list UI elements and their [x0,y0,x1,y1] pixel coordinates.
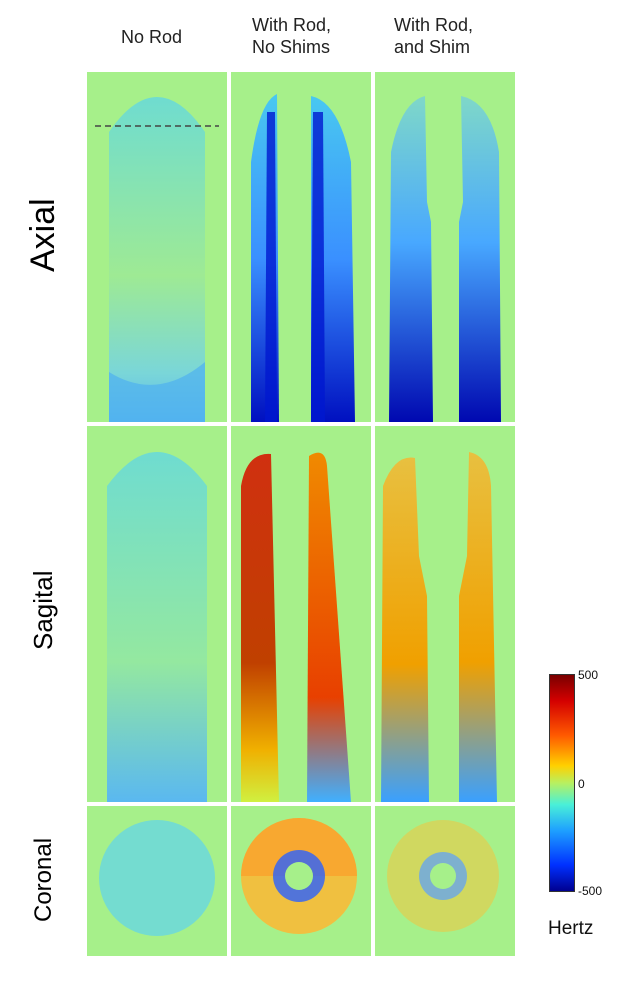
row-label-coronal: Coronal [30,837,57,922]
sagital-rod-no-shims-map [231,426,371,802]
coronal-rod-and-shim-map [375,806,515,956]
colorbar-max-label: 500 [578,668,599,682]
colorbar-zero-label: 0 [578,777,585,791]
coronal-no-rod-map [87,806,227,956]
colorbar-min-label: -500 [578,884,603,898]
colorbar-unit-label: Hertz [548,918,594,939]
axial-rod-no-shims-map [231,72,371,422]
axial-rod-and-shim-map [375,72,515,422]
row-label-sagital: Sagital [28,570,58,651]
row-label-axial: Axial [24,198,62,272]
sagital-rod-and-shim-map [375,426,515,802]
axial-no-rod-map [87,72,227,422]
sagital-no-rod-map [87,426,227,802]
column-header-no-rod: No Rod [121,27,183,47]
colorbar [549,674,575,892]
column-header-rod-and-shim: With Rod, and Shim [394,15,474,57]
coronal-rod-no-shims-map [231,806,371,956]
column-header-rod-no-shims: With Rod, No Shims [252,15,332,57]
